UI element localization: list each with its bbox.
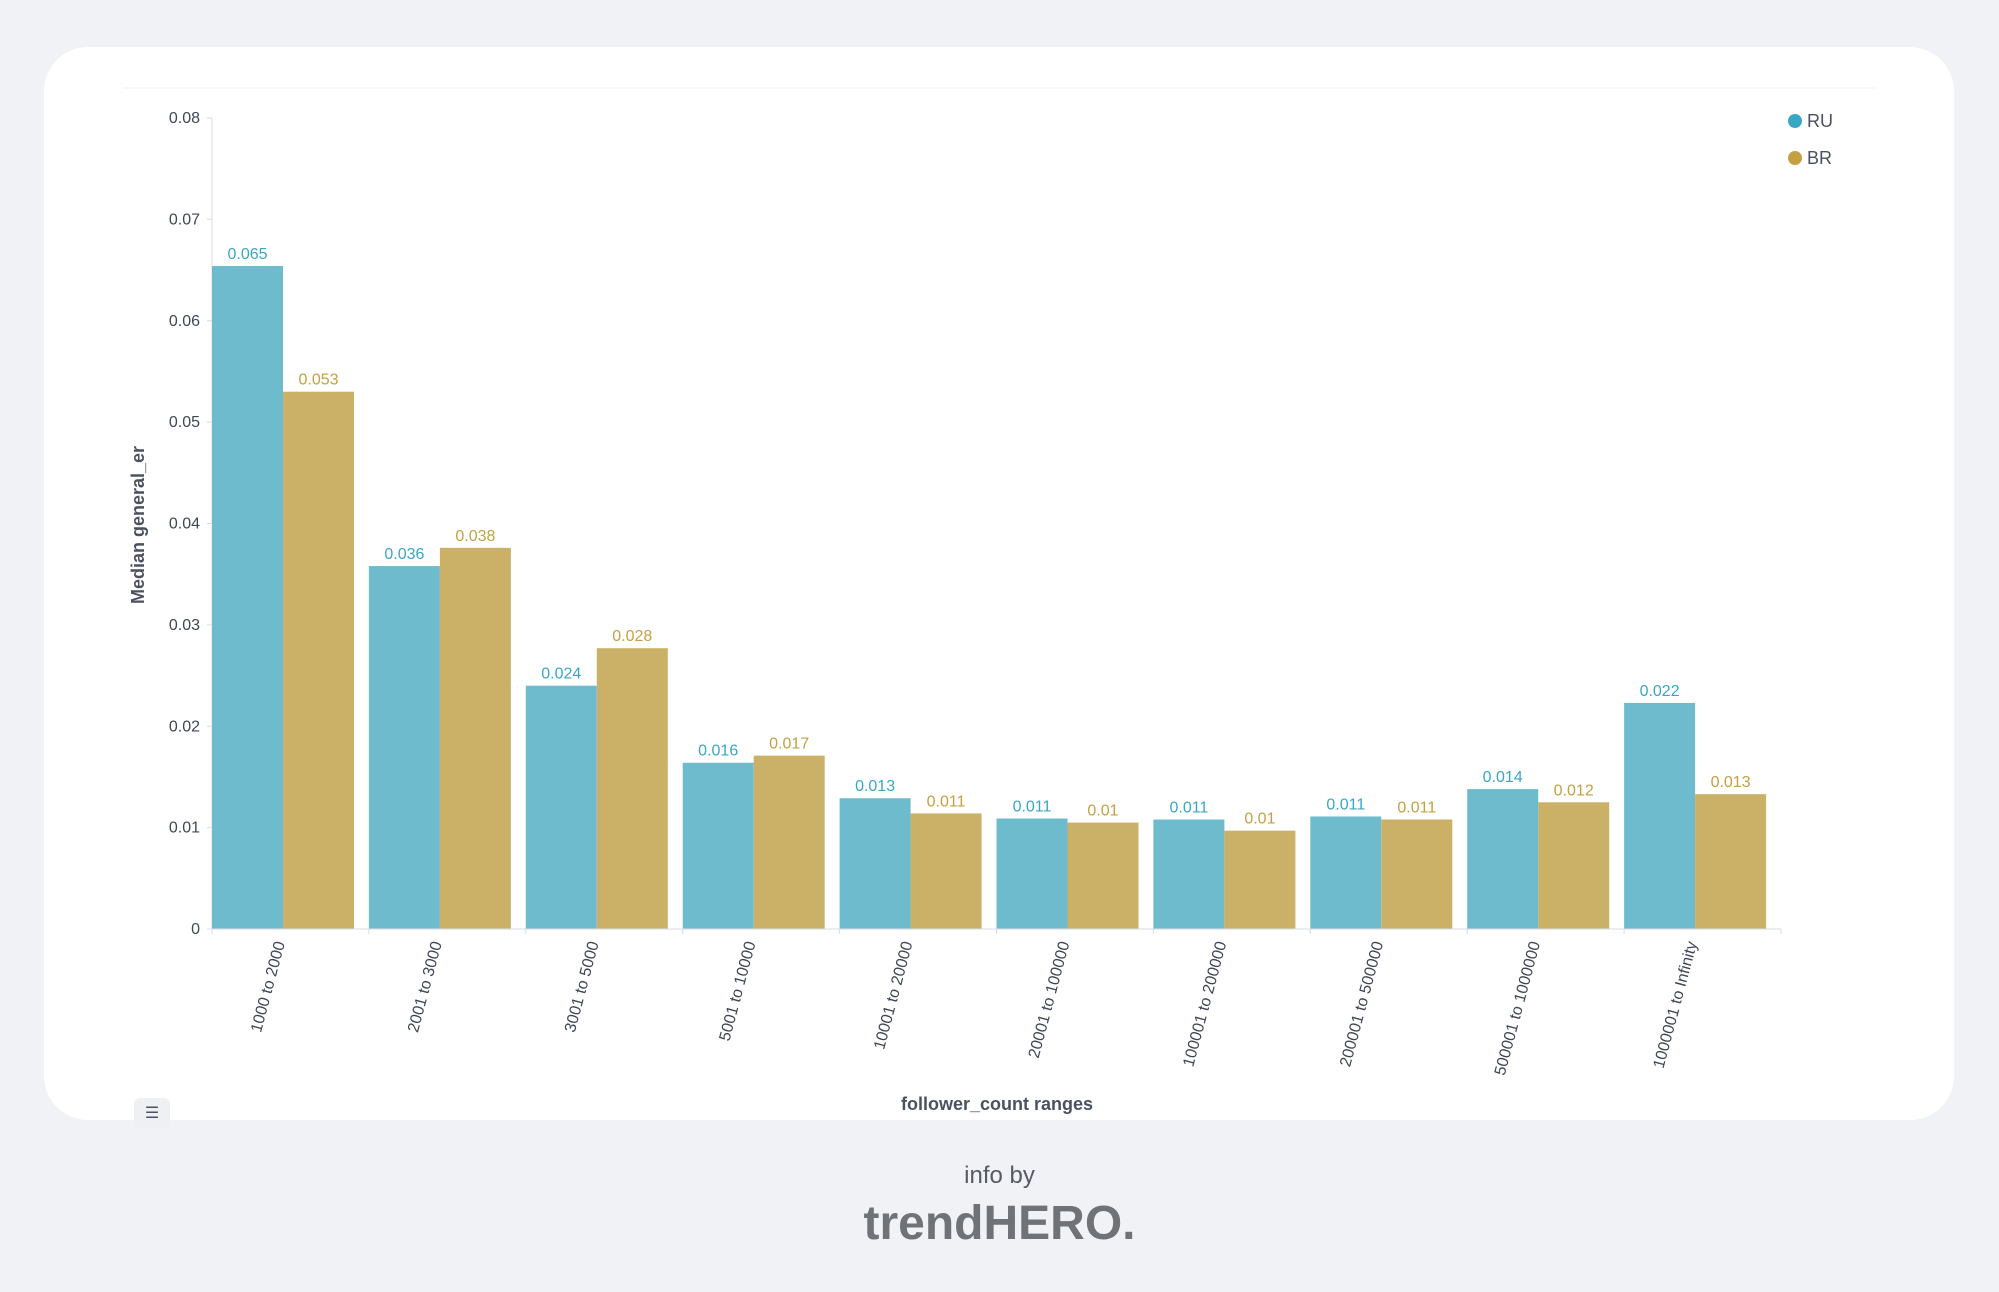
x-tick-label: 100001 to 200000 xyxy=(1180,940,1230,1069)
y-tick-label: 0 xyxy=(191,921,200,938)
bar-ru[interactable] xyxy=(1467,789,1539,929)
x-tick-label: 200001 to 500000 xyxy=(1337,940,1387,1069)
y-tick-label: 0.07 xyxy=(169,211,200,228)
brand-logo: trendHERO. xyxy=(863,1197,1136,1250)
bar-ru[interactable] xyxy=(839,798,911,929)
legend-toggle-button[interactable]: ☰ xyxy=(134,1098,170,1128)
y-axis: 0 0.01 0.02 0.03 0.04 0.05 0.06 0.07 0.08 xyxy=(169,110,213,938)
bars xyxy=(212,266,1767,929)
bar-br[interactable] xyxy=(910,813,982,929)
legend-label-br[interactable]: BR xyxy=(1807,148,1832,168)
x-axis: 1000 to 2000 2001 to 3000 3001 to 5000 5001… xyxy=(211,928,1782,1078)
bar-ru[interactable] xyxy=(996,818,1068,929)
y-tick-label: 0.06 xyxy=(169,313,200,330)
data-label-br: 0.013 xyxy=(1711,774,1751,791)
legend-swatch-br[interactable] xyxy=(1788,151,1802,165)
data-label-ru: 0.024 xyxy=(541,666,581,683)
info-by-text: info by xyxy=(964,1162,1035,1189)
list-icon: ☰ xyxy=(144,1105,160,1122)
bar-br[interactable] xyxy=(283,391,354,929)
footer: info by trendHERO. xyxy=(0,1162,1999,1251)
y-tick-label: 0.05 xyxy=(169,414,200,431)
x-tick-label: 500001 to 1000000 xyxy=(1492,940,1544,1078)
data-label-br: 0.011 xyxy=(1397,800,1436,817)
y-tick-label: 0.08 xyxy=(169,110,200,127)
bar-br[interactable] xyxy=(1067,822,1139,929)
bar-br[interactable] xyxy=(596,648,668,929)
x-tick-label: 20001 to 100000 xyxy=(1026,940,1074,1061)
data-label-br: 0.01 xyxy=(1244,811,1275,828)
data-label-br: 0.028 xyxy=(612,628,652,645)
data-label-ru: 0.011 xyxy=(1326,796,1365,813)
data-label-ru: 0.036 xyxy=(384,546,424,563)
data-label-ru: 0.016 xyxy=(698,743,738,760)
data-label-br: 0.038 xyxy=(455,528,495,545)
bar-ru[interactable] xyxy=(1624,702,1696,929)
data-label-br: 0.017 xyxy=(769,736,809,753)
bar-br[interactable] xyxy=(439,547,511,929)
x-tick-label: 5001 to 10000 xyxy=(717,940,760,1043)
bar-ru[interactable] xyxy=(525,685,597,929)
data-label-br: 0.012 xyxy=(1554,782,1594,799)
bar-ru[interactable] xyxy=(212,266,283,929)
y-tick-label: 0.02 xyxy=(169,718,200,735)
x-tick-label: 2001 to 3000 xyxy=(405,940,446,1035)
data-label-ru: 0.011 xyxy=(1169,800,1208,817)
data-label-br: 0.053 xyxy=(298,372,338,389)
chart-card: 0 0.01 0.02 0.03 0.04 0.05 0.06 0.07 0.08 0.065 0… xyxy=(44,47,1954,1120)
legend-label-ru[interactable]: RU xyxy=(1807,111,1833,131)
bar-br[interactable] xyxy=(1381,819,1453,929)
legend: RU BR xyxy=(1788,111,1833,168)
data-label-br: 0.01 xyxy=(1087,803,1118,820)
legend-swatch-ru[interactable] xyxy=(1788,114,1802,128)
x-axis-title: follower_count ranges xyxy=(901,1094,1093,1114)
data-label-ru: 0.065 xyxy=(227,246,267,263)
bar-ru[interactable] xyxy=(1153,819,1225,929)
y-axis-title: Median general_er xyxy=(128,446,148,604)
x-tick-label: 1000 to 2000 xyxy=(248,940,289,1035)
data-label-ru: 0.022 xyxy=(1640,683,1680,700)
y-tick-label: 0.01 xyxy=(169,820,200,837)
bar-br[interactable] xyxy=(1538,802,1610,929)
data-label-ru: 0.013 xyxy=(855,778,895,795)
bar-br[interactable] xyxy=(753,755,825,929)
bar-br[interactable] xyxy=(1224,830,1296,929)
bar-ru[interactable] xyxy=(368,566,440,929)
x-tick-label: 10001 to 20000 xyxy=(871,940,916,1052)
y-tick-label: 0.03 xyxy=(169,617,200,634)
bar-ru[interactable] xyxy=(682,762,754,929)
bar-ru[interactable] xyxy=(1310,816,1382,929)
x-tick-label: 1000001 to Infinity xyxy=(1651,940,1701,1071)
data-label-br: 0.011 xyxy=(927,793,966,810)
bar-br[interactable] xyxy=(1695,794,1767,929)
x-tick-label: 3001 to 5000 xyxy=(562,940,603,1035)
data-label-ru: 0.014 xyxy=(1483,769,1523,786)
data-labels: 0.065 0.053 0.036 0.038 0.024 0.028 0.016 0.017… xyxy=(227,246,1750,828)
y-tick-label: 0.04 xyxy=(169,516,200,533)
bar-chart: 00.010.020.030.040.050.060.070.08 0.0650… xyxy=(122,87,1876,1114)
data-label-ru: 0.011 xyxy=(1013,799,1052,816)
